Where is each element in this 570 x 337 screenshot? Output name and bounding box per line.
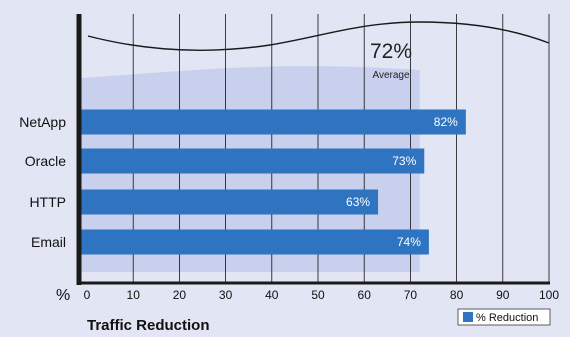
x-tick-label-40: 40 (265, 288, 279, 302)
x-tick-label-70: 70 (404, 288, 418, 302)
x-tick-label-50: 50 (311, 288, 325, 302)
legend-label: % Reduction (476, 312, 538, 324)
bar-value-label-email: 74% (397, 235, 421, 249)
bar-oracle (79, 148, 425, 174)
legend-swatch (463, 312, 473, 322)
average-value: 72% (370, 40, 412, 63)
x-tick-label-20: 20 (173, 288, 187, 302)
x-axis-unit-label: % (56, 287, 70, 304)
bars-layer: 82% 73% 63% 74% (79, 109, 466, 255)
x-tick-label-80: 80 (450, 288, 464, 302)
legend: % Reduction (457, 308, 551, 326)
x-tick-label-60: 60 (358, 288, 372, 302)
bar-value-label-oracle: 73% (392, 154, 416, 168)
category-label-email: Email (31, 234, 66, 250)
category-label-netapp: NetApp (19, 114, 66, 130)
x-tick-label-30: 30 (219, 288, 233, 302)
average-label: Average (372, 70, 410, 81)
bar-http (79, 189, 379, 215)
decorative-curve-layer (87, 21, 550, 51)
decorative-wave-curve (87, 21, 550, 51)
bar-value-label-http: 63% (346, 195, 370, 209)
x-tick-label-0: 0 (84, 288, 91, 302)
bar-netapp (79, 109, 466, 135)
category-label-http: HTTP (29, 194, 66, 210)
bar-value-label-netapp: 82% (434, 115, 458, 129)
category-label-oracle: Oracle (25, 153, 66, 169)
chart-title: Traffic Reduction (87, 317, 210, 334)
bar-email (79, 229, 429, 255)
x-tick-label-10: 10 (127, 288, 141, 302)
legend-box (457, 308, 551, 326)
x-tick-label-90: 90 (496, 288, 510, 302)
x-tick-label-100: 100 (539, 288, 559, 302)
axis-layer: 0 10 20 30 40 50 60 70 80 90 100 NetApp Oracle HTTP Em… (19, 14, 559, 302)
